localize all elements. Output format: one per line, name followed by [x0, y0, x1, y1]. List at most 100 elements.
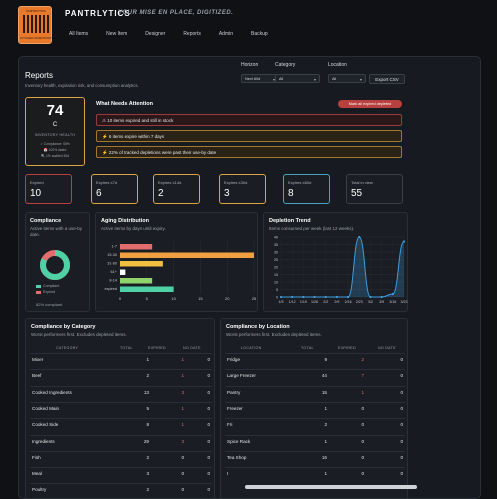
row-no-date: 0: [207, 357, 210, 362]
row-expired: 3: [181, 438, 184, 444]
legend-swatch-compliant: [36, 285, 41, 288]
table-row: Poultry 2 0 0: [30, 483, 212, 495]
page-title: Reports: [25, 71, 54, 80]
mark-expired-depleted-button[interactable]: Mark all expired depleted: [338, 100, 402, 108]
legend-swatch-expired: [36, 291, 41, 294]
aging-subtitle: Active items by days until expiry.: [101, 226, 166, 231]
row-no-date: 0: [207, 422, 210, 428]
health-audited: 🔍 1% audited 30d: [41, 154, 69, 158]
col-total: TOTAL: [120, 346, 133, 350]
category-select[interactable]: All ▾: [275, 74, 320, 83]
col-expired: EXPIRED: [338, 346, 356, 350]
table-row: Ingredients 29 3 0: [30, 434, 212, 447]
stat-value: 10: [30, 188, 42, 199]
col-location: LOCATION: [241, 346, 262, 350]
logo-top-text: PANTRLYTICS: [26, 9, 46, 13]
depletion-y-tick: 40: [274, 235, 278, 239]
category-table-title: Compliance by Category: [31, 324, 96, 330]
depletion-point: [279, 295, 283, 299]
nav-reports[interactable]: Reports: [183, 31, 201, 37]
row-total: 1: [324, 405, 327, 411]
compliance-subtitle: Active items with a use-by date.: [30, 226, 83, 237]
horizontal-scrollbar[interactable]: [245, 485, 417, 489]
row-name: Cooked Side: [32, 422, 59, 428]
row-total: 2: [146, 373, 149, 379]
row-name: Ingredients: [32, 438, 55, 444]
top-bar: PANTRLYTICS KITCHEN INVENTORY PANTRLYTIC…: [0, 0, 497, 50]
stat-value: 3: [224, 188, 230, 199]
stat-value: 8: [288, 188, 294, 199]
depletion-x-tick: 2/2: [323, 300, 328, 304]
row-total: 1: [324, 471, 327, 477]
depletion-point: [369, 295, 372, 299]
stat-expires-60d[interactable]: Expires ≤60d 8: [283, 174, 330, 204]
compliance-donut: [40, 250, 70, 280]
export-csv-button[interactable]: Export CSV: [369, 74, 405, 84]
alert-expired: ⚠ 10 items expired and still in stock: [96, 114, 402, 126]
row-no-date: 0: [400, 389, 403, 395]
nav-admin[interactable]: Admin: [218, 31, 234, 37]
row-no-date: 0: [400, 357, 403, 362]
row-no-date: 0: [400, 405, 403, 411]
row-expired: 0: [181, 471, 184, 477]
aging-y-tick: 1-7: [112, 244, 118, 248]
attention-title: What Needs Attention: [96, 101, 153, 107]
row-name: Tea Shop: [227, 454, 247, 460]
depletion-point: [358, 235, 361, 239]
table-row: Beef 2 1 0: [30, 369, 212, 381]
health-compliance: ✓ Compliance: 55%: [40, 142, 70, 146]
aging-x-tick: 10: [171, 296, 176, 301]
col-no-date: NO DATE: [183, 346, 201, 350]
depletion-x-tick: 3/16: [389, 300, 396, 304]
row-expired: 0: [361, 422, 364, 428]
chevron-down-icon: ▾: [359, 76, 362, 82]
stat-expires-30d[interactable]: Expires ≤30d 3: [219, 174, 266, 204]
depletion-subtitle: Items consumed per week (last 12 weeks).: [269, 226, 355, 231]
depletion-y-tick: 15: [274, 273, 278, 277]
nav-designer[interactable]: Designer: [145, 31, 166, 37]
nav-backup[interactable]: Backup: [251, 31, 268, 37]
table-row: Cooked Ingredients 13 3 0: [30, 385, 212, 398]
stat-expires-14d[interactable]: Expires ≤14d 2: [153, 174, 200, 204]
table-row: Fish 2 0 0: [30, 450, 212, 463]
depletion-point: [380, 295, 383, 299]
stat-label: Expires ≤14d: [158, 180, 182, 185]
donut-compliant-arc: [40, 250, 70, 280]
horizon-select[interactable]: Next 60d ▾: [241, 74, 279, 83]
table-row: Large Freezer 44 7 0: [225, 369, 405, 381]
row-total: 16: [321, 454, 327, 460]
row-total: 44: [321, 373, 327, 379]
row-expired: 0: [361, 405, 364, 411]
location-label: Location: [328, 62, 347, 68]
row-expired: 1: [181, 405, 184, 411]
aging-bar: [120, 244, 153, 250]
table-row: Cooked Side 8 1 0: [30, 418, 212, 430]
row-total: 29: [143, 438, 149, 444]
row-expired: 2: [361, 357, 364, 362]
aging-x-tick: 20: [225, 296, 230, 301]
row-name: Cooked Main: [32, 405, 60, 411]
location-select[interactable]: All ▾: [328, 74, 366, 83]
aging-y-tick: 15-30: [107, 253, 117, 257]
logo-bottom-text: KITCHEN INVENTORY: [20, 36, 52, 40]
table-row: Pantry 15 1 0: [225, 385, 405, 398]
row-no-date: 0: [400, 373, 403, 379]
row-name: I: [227, 471, 229, 477]
aging-y-tick: 31-60: [107, 261, 117, 265]
stat-value: 55: [351, 188, 363, 199]
depletion-card: Depletion Trend Items consumed per week …: [263, 212, 408, 312]
alert-expiring: ⚡ 6 items expire within 7 days: [96, 130, 402, 142]
table-row: Tea Shop 16 0 0: [225, 450, 405, 463]
stat-total-in-view: Total in view 55: [346, 174, 403, 204]
row-expired: 1: [181, 373, 184, 379]
table-row: Meal 3 0 0: [30, 467, 212, 479]
row-expired: 0: [181, 487, 184, 493]
row-no-date: 0: [207, 454, 210, 460]
nav-new-item[interactable]: New Item: [106, 31, 128, 37]
nav-all-items[interactable]: All Items: [69, 31, 89, 37]
stat-expires-7d[interactable]: Expires ≤7d 6: [91, 174, 138, 204]
row-expired: 0: [181, 454, 184, 460]
stat-expired[interactable]: Expired 10: [25, 174, 72, 204]
depletion-x-tick: 1/26: [311, 300, 318, 304]
app-logo[interactable]: PANTRLYTICS KITCHEN INVENTORY: [18, 6, 52, 44]
